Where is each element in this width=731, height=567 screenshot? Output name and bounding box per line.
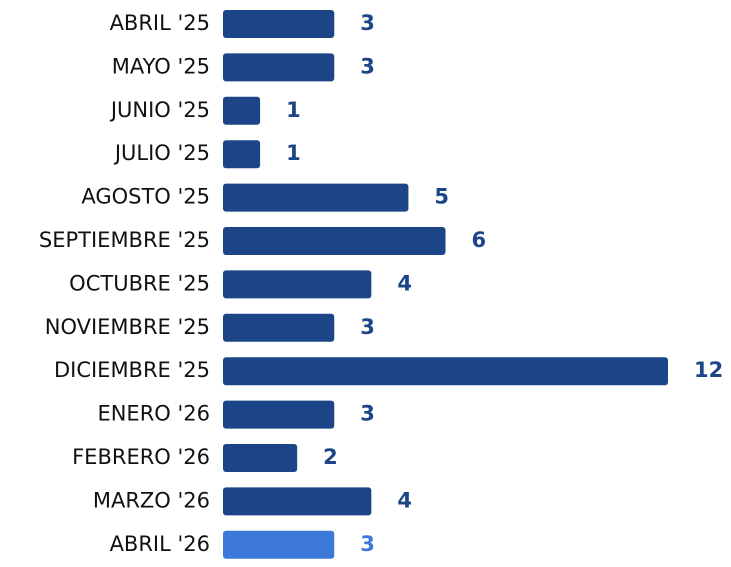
value-label: 3 [360, 54, 375, 78]
bar [223, 96, 261, 125]
bar [223, 227, 446, 255]
bar [223, 183, 409, 212]
value-label: 1 [286, 141, 301, 165]
value-label: 5 [434, 185, 449, 209]
value-label: 3 [360, 315, 375, 339]
category-label: ABRIL '26 [110, 532, 210, 556]
bar [223, 487, 372, 516]
value-label: 4 [397, 488, 412, 512]
bar [223, 270, 372, 299]
bar [223, 140, 261, 169]
category-label: SEPTIEMBRE '25 [39, 228, 210, 252]
category-label: JULIO '25 [113, 141, 210, 165]
category-label: JUNIO '25 [109, 98, 210, 122]
value-label: 3 [360, 11, 375, 35]
value-label: 3 [360, 532, 375, 556]
value-label: 3 [360, 402, 375, 426]
value-label: 6 [472, 228, 487, 252]
bar [223, 400, 335, 429]
value-label: 4 [397, 271, 412, 295]
category-label: ENERO '26 [97, 402, 210, 426]
category-label: DICIEMBRE '25 [54, 358, 210, 382]
value-label: 2 [323, 445, 338, 469]
bar [223, 53, 335, 82]
category-label: NOVIEMBRE '25 [45, 315, 210, 339]
bar [223, 10, 335, 38]
category-label: MARZO '26 [93, 488, 210, 512]
category-label: OCTUBRE '25 [69, 271, 210, 295]
category-label: ABRIL '25 [110, 11, 210, 35]
bar [223, 313, 335, 342]
category-label: FEBRERO '26 [72, 445, 210, 469]
bar [223, 357, 668, 386]
category-label: AGOSTO '25 [81, 185, 210, 209]
bar [223, 530, 335, 559]
value-label: 12 [694, 358, 723, 382]
bar [223, 444, 298, 472]
value-label: 1 [286, 98, 301, 122]
category-label: MAYO '25 [112, 54, 210, 78]
